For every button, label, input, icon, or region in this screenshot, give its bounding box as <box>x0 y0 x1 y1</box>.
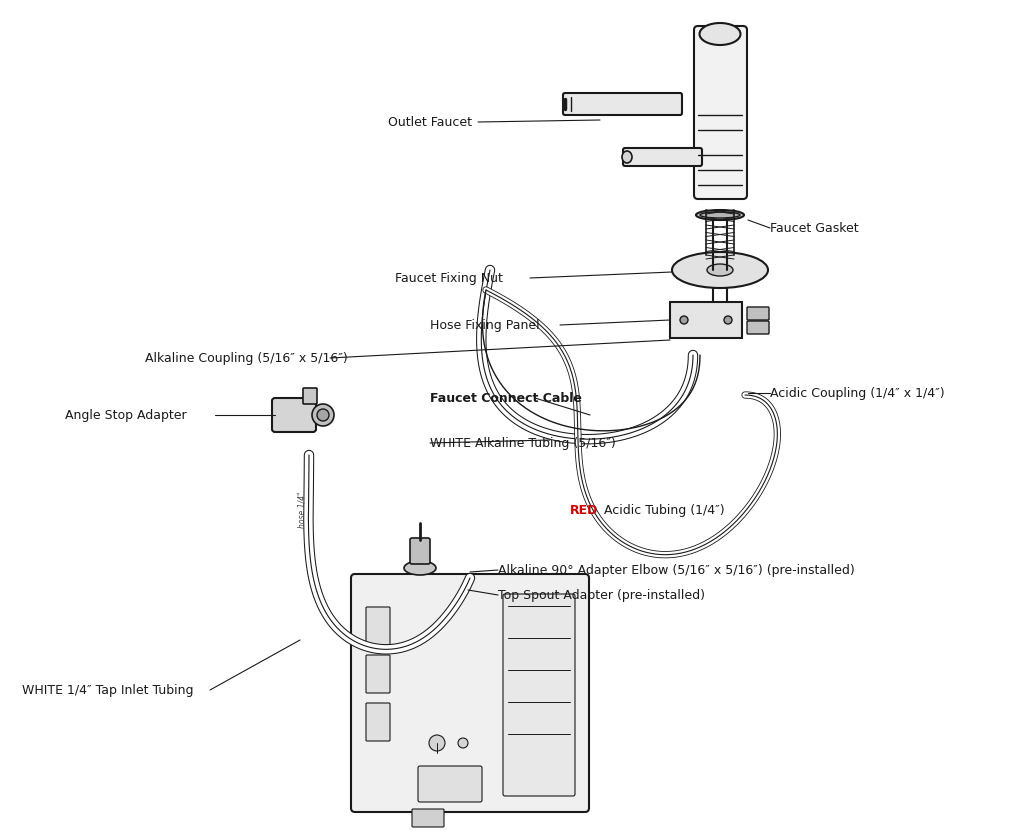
Text: Faucet Gasket: Faucet Gasket <box>770 221 859 235</box>
FancyBboxPatch shape <box>412 809 444 827</box>
Ellipse shape <box>696 210 744 220</box>
Ellipse shape <box>700 212 741 218</box>
FancyBboxPatch shape <box>747 307 769 320</box>
Ellipse shape <box>312 404 334 426</box>
Text: Faucet Connect Cable: Faucet Connect Cable <box>430 391 581 405</box>
Text: Hose Fixing Panel: Hose Fixing Panel <box>430 318 540 332</box>
FancyBboxPatch shape <box>747 321 769 334</box>
Text: Alkaline Coupling (5/16″ x 5/16″): Alkaline Coupling (5/16″ x 5/16″) <box>145 351 347 365</box>
FancyBboxPatch shape <box>272 398 316 432</box>
Ellipse shape <box>707 264 733 276</box>
Ellipse shape <box>700 23 741 45</box>
Ellipse shape <box>458 738 468 748</box>
FancyBboxPatch shape <box>410 538 430 564</box>
FancyBboxPatch shape <box>366 703 390 741</box>
Ellipse shape <box>680 316 688 324</box>
Text: Top Spout Adapter (pre-installed): Top Spout Adapter (pre-installed) <box>498 588 705 602</box>
Ellipse shape <box>404 561 436 575</box>
Text: Acidic Coupling (1/4″ x 1/4″): Acidic Coupling (1/4″ x 1/4″) <box>770 386 945 400</box>
Ellipse shape <box>622 151 632 163</box>
Text: WHITE Alkaline Tubing (5/16″): WHITE Alkaline Tubing (5/16″) <box>430 437 616 449</box>
Text: hose 1/4": hose 1/4" <box>298 492 307 528</box>
FancyBboxPatch shape <box>623 148 702 166</box>
Ellipse shape <box>724 316 732 324</box>
FancyBboxPatch shape <box>366 607 390 645</box>
Text: Alkaline 90° Adapter Elbow (5/16″ x 5/16″) (pre-installed): Alkaline 90° Adapter Elbow (5/16″ x 5/16… <box>498 563 855 577</box>
Text: WHITE 1/4″ Tap Inlet Tubing: WHITE 1/4″ Tap Inlet Tubing <box>22 684 193 696</box>
Text: Faucet Fixing Nut: Faucet Fixing Nut <box>395 272 502 284</box>
Text: Angle Stop Adapter: Angle Stop Adapter <box>65 408 186 422</box>
FancyBboxPatch shape <box>350 574 589 812</box>
FancyBboxPatch shape <box>563 93 682 115</box>
FancyBboxPatch shape <box>503 594 575 796</box>
Text: Outlet Faucet: Outlet Faucet <box>388 116 472 128</box>
Text: RED: RED <box>570 504 599 516</box>
Ellipse shape <box>672 252 768 288</box>
FancyBboxPatch shape <box>303 388 317 404</box>
FancyBboxPatch shape <box>694 26 747 199</box>
Ellipse shape <box>428 735 445 751</box>
FancyBboxPatch shape <box>366 655 390 693</box>
FancyBboxPatch shape <box>418 766 482 802</box>
FancyBboxPatch shape <box>670 302 742 338</box>
Text: Acidic Tubing (1/4″): Acidic Tubing (1/4″) <box>600 504 724 516</box>
Ellipse shape <box>317 409 329 421</box>
